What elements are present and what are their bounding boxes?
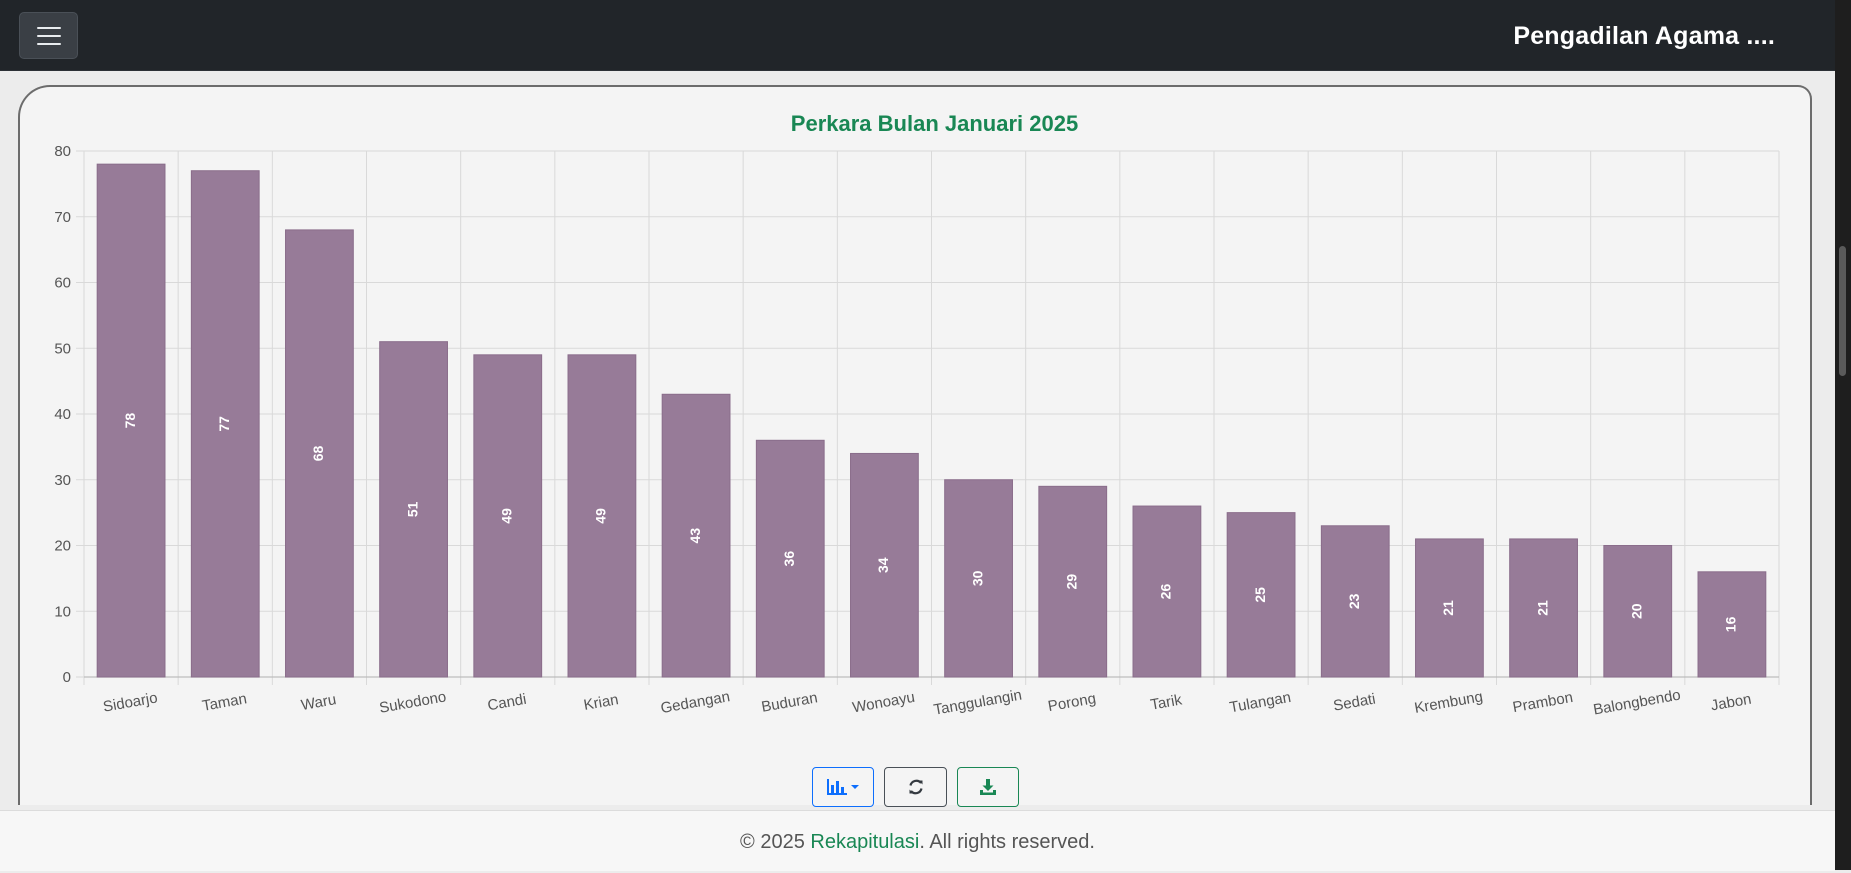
refresh-chart-button[interactable] bbox=[884, 767, 947, 807]
y-tick-label: 10 bbox=[54, 603, 71, 620]
x-tick-label: Tulangan bbox=[1228, 689, 1292, 717]
bar-value-label: 16 bbox=[1723, 616, 1739, 632]
x-tick-label: Jabon bbox=[1710, 691, 1753, 715]
y-tick-label: 70 bbox=[54, 209, 71, 226]
download-chart-button[interactable] bbox=[957, 767, 1019, 807]
x-tick-label: Tanggulangin bbox=[932, 686, 1023, 718]
bar-value-label: 49 bbox=[593, 508, 609, 524]
bar-value-label: 26 bbox=[1158, 584, 1174, 600]
bar bbox=[285, 229, 354, 678]
bar bbox=[850, 452, 919, 678]
x-tick-label: Candi bbox=[486, 691, 528, 715]
bar bbox=[944, 479, 1013, 678]
bar bbox=[755, 439, 825, 678]
x-tick-label: Buduran bbox=[760, 689, 819, 716]
bar-value-label: 29 bbox=[1063, 574, 1079, 590]
y-tick-label: 60 bbox=[54, 275, 71, 292]
bar bbox=[1603, 545, 1673, 678]
page-footer: © 2025 Rekapitulasi. All rights reserved… bbox=[0, 810, 1835, 871]
bar-value-label: 21 bbox=[1534, 600, 1550, 616]
bar-value-label: 77 bbox=[216, 416, 232, 432]
bar-chart: Perkara Bulan Januari 2025 0 10 20 30 40 50 60 7… bbox=[54, 111, 1780, 719]
bar-value-label: 34 bbox=[875, 557, 891, 573]
y-tick-label: 80 bbox=[54, 143, 71, 160]
x-tick-label: Waru bbox=[300, 691, 338, 714]
refresh-icon bbox=[908, 779, 923, 795]
bar-value-label: 68 bbox=[310, 445, 326, 461]
x-tick-label: Porong bbox=[1047, 690, 1098, 715]
bar bbox=[1509, 538, 1578, 678]
bar bbox=[1226, 512, 1296, 678]
bar bbox=[567, 354, 637, 678]
y-tick-label: 50 bbox=[54, 340, 71, 357]
bar-value-label: 43 bbox=[687, 528, 703, 544]
bar bbox=[1132, 505, 1202, 678]
x-tick-label: Taman bbox=[201, 690, 248, 715]
footer-copyright: © 2025 bbox=[740, 831, 811, 853]
bar bbox=[661, 393, 731, 678]
bar-value-label: 25 bbox=[1252, 587, 1268, 603]
bar bbox=[379, 341, 448, 678]
bar bbox=[1697, 571, 1767, 678]
chart-type-dropdown-button[interactable] bbox=[812, 767, 874, 807]
bar-chart-icon bbox=[827, 779, 859, 795]
bar-value-label: 36 bbox=[781, 551, 797, 567]
bar bbox=[190, 170, 260, 678]
caret-down-icon bbox=[851, 785, 859, 789]
chart-title: Perkara Bulan Januari 2025 bbox=[791, 111, 1078, 136]
bar-value-label: 30 bbox=[969, 570, 985, 586]
footer-rights: . All rights reserved. bbox=[919, 831, 1095, 853]
y-tick-label: 0 bbox=[63, 669, 71, 686]
x-tick-label: Sukodono bbox=[378, 688, 447, 716]
bar bbox=[473, 354, 543, 678]
navbar-brand[interactable]: Pengadilan Agama .... bbox=[1513, 22, 1775, 50]
x-tick-label: Sidoarjo bbox=[102, 689, 159, 715]
scrollbar-thumb[interactable] bbox=[1839, 246, 1846, 376]
bar bbox=[1038, 485, 1108, 678]
bar-value-label: 49 bbox=[498, 508, 514, 524]
x-tick-label: Balongbendo bbox=[1592, 687, 1682, 719]
page-scrollbar[interactable] bbox=[1835, 0, 1851, 870]
bar bbox=[1415, 538, 1484, 678]
x-tick-label: Tarik bbox=[1149, 691, 1184, 713]
bar-value-label: 21 bbox=[1440, 600, 1456, 616]
download-icon bbox=[980, 779, 996, 795]
x-tick-label: Gedangan bbox=[659, 688, 731, 717]
bar-value-label: 78 bbox=[122, 413, 138, 429]
x-tick-label: Sedati bbox=[1332, 691, 1377, 715]
y-tick-label: 40 bbox=[54, 406, 71, 423]
top-navbar: Pengadilan Agama .... bbox=[0, 0, 1835, 71]
bar-value-label: 20 bbox=[1628, 603, 1644, 619]
bar-value-label: 23 bbox=[1346, 593, 1362, 609]
hamburger-menu-button[interactable] bbox=[19, 12, 78, 59]
x-tick-label: Krian bbox=[582, 691, 619, 714]
bar bbox=[96, 163, 166, 678]
y-tick-label: 20 bbox=[54, 538, 71, 555]
x-tick-label: Prambon bbox=[1511, 689, 1574, 716]
footer-brand-link[interactable]: Rekapitulasi bbox=[810, 831, 920, 853]
bar-value-label: 51 bbox=[404, 501, 420, 517]
x-tick-label: Krembung bbox=[1413, 688, 1484, 717]
x-tick-label: Wonoayu bbox=[851, 689, 916, 717]
y-tick-label: 30 bbox=[54, 472, 71, 489]
bar bbox=[1320, 525, 1390, 678]
